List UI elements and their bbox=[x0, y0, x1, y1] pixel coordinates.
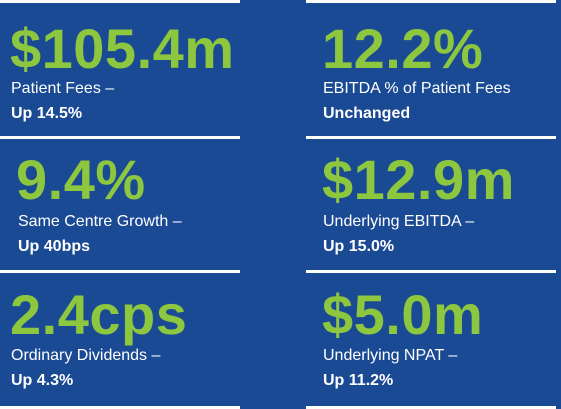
metric-value: $12.9m bbox=[322, 148, 515, 211]
metric-label: Underlying EBITDA – bbox=[323, 213, 475, 230]
metric-value: 9.4% bbox=[16, 148, 146, 211]
divider-mid1-right bbox=[306, 136, 556, 139]
metric-value: 12.2% bbox=[322, 17, 484, 80]
metric-label: Ordinary Dividends – bbox=[11, 347, 161, 364]
metric-label: Patient Fees – bbox=[11, 80, 115, 97]
metric-value: 2.4cps bbox=[10, 283, 188, 346]
divider-bottom-left bbox=[0, 406, 240, 409]
metric-change: Up 15.0% bbox=[323, 238, 395, 255]
metric-label: Underlying NPAT – bbox=[323, 347, 458, 364]
metric-change: Up 40bps bbox=[18, 238, 91, 255]
divider-mid2-left bbox=[0, 270, 240, 273]
metric-value: $105.4m bbox=[10, 17, 235, 80]
metric-change: Up 4.3% bbox=[11, 372, 74, 389]
divider-bottom-right bbox=[306, 406, 556, 409]
metric-change: Unchanged bbox=[323, 105, 411, 122]
metric-label: EBITDA % of Patient Fees bbox=[323, 80, 511, 97]
divider-top-right bbox=[306, 0, 556, 3]
metric-change: Up 14.5% bbox=[11, 105, 83, 122]
metric-change: Up 11.2% bbox=[323, 372, 394, 389]
metric-value: $5.0m bbox=[322, 283, 484, 346]
divider-mid2-right bbox=[306, 270, 556, 273]
metric-label: Same Centre Growth – bbox=[18, 213, 182, 230]
divider-top-left bbox=[0, 0, 240, 3]
divider-mid1-left bbox=[0, 136, 240, 139]
